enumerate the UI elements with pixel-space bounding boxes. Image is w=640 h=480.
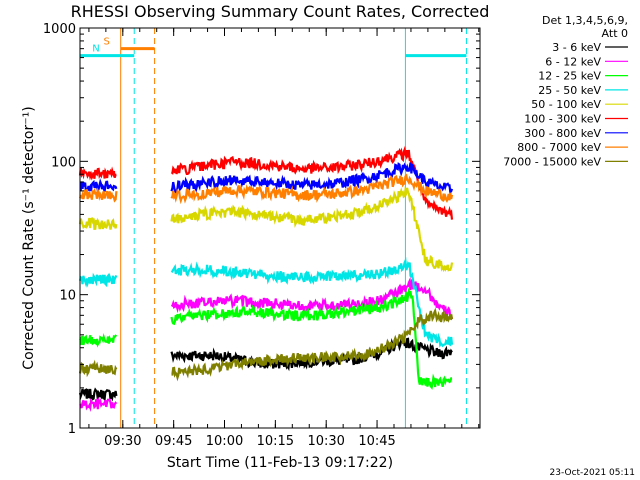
legend-label-2: 12 - 25 keV bbox=[538, 70, 601, 83]
x-axis-label: Start Time (11-Feb-13 09:17:22) bbox=[167, 455, 393, 471]
series-line-2 bbox=[79, 287, 453, 390]
plot-area: SN bbox=[78, 28, 467, 428]
y-tick-label-0: 1 bbox=[68, 422, 76, 437]
x-tick-label-2: 10:00 bbox=[206, 434, 243, 449]
x-tick-label-4: 10:30 bbox=[307, 434, 344, 449]
y-tick-label-1: 10 bbox=[59, 289, 76, 304]
y-tick-label-2: 100 bbox=[51, 155, 76, 170]
legend-header-line-1: Att 0 bbox=[602, 27, 628, 40]
legend-label-7: 800 - 7000 keV bbox=[517, 141, 601, 154]
legend-label-6: 300 - 800 keV bbox=[524, 127, 601, 140]
series-line-1 bbox=[79, 276, 454, 413]
series-line-8 bbox=[78, 307, 454, 382]
y-tick-label-3: 1000 bbox=[43, 22, 76, 37]
legend-label-5: 100 - 300 keV bbox=[524, 113, 601, 126]
series-line-3 bbox=[78, 256, 454, 348]
x-tick-label-3: 10:15 bbox=[257, 434, 294, 449]
axes: 1 10 100 1000 09:30 09:45 10:00 10:15 10:30 10:45 bbox=[43, 22, 481, 449]
plot-frame bbox=[79, 27, 481, 429]
legend-label-3: 25 - 50 keV bbox=[538, 84, 601, 97]
y-axis-label: Corrected Count Rate (s⁻¹ detector⁻¹) bbox=[21, 106, 37, 369]
x-tick-label-1: 09:45 bbox=[155, 434, 192, 449]
x-tick-label-5: 10:45 bbox=[358, 434, 395, 449]
flag-label-1: N bbox=[92, 44, 99, 55]
legend-label-4: 50 - 100 keV bbox=[531, 98, 601, 111]
legend-label-8: 7000 - 15000 keV bbox=[503, 155, 601, 168]
series-line-0 bbox=[78, 337, 453, 403]
legend-label-1: 6 - 12 keV bbox=[545, 55, 601, 68]
x-tick-label-0: 09:30 bbox=[104, 434, 141, 449]
series-line-7 bbox=[79, 173, 454, 205]
flag-label-0: S bbox=[103, 37, 109, 48]
series-line-5 bbox=[78, 145, 454, 220]
footer-date: 23-Oct-2021 05:11 bbox=[550, 468, 635, 478]
legend-label-0: 3 - 6 keV bbox=[552, 41, 601, 54]
chart-title: RHESSI Observing Summary Count Rates, Co… bbox=[71, 2, 490, 21]
legend-header-line-0: Det 1,3,4,5,6,9, bbox=[542, 14, 628, 27]
series-line-4 bbox=[78, 186, 454, 273]
